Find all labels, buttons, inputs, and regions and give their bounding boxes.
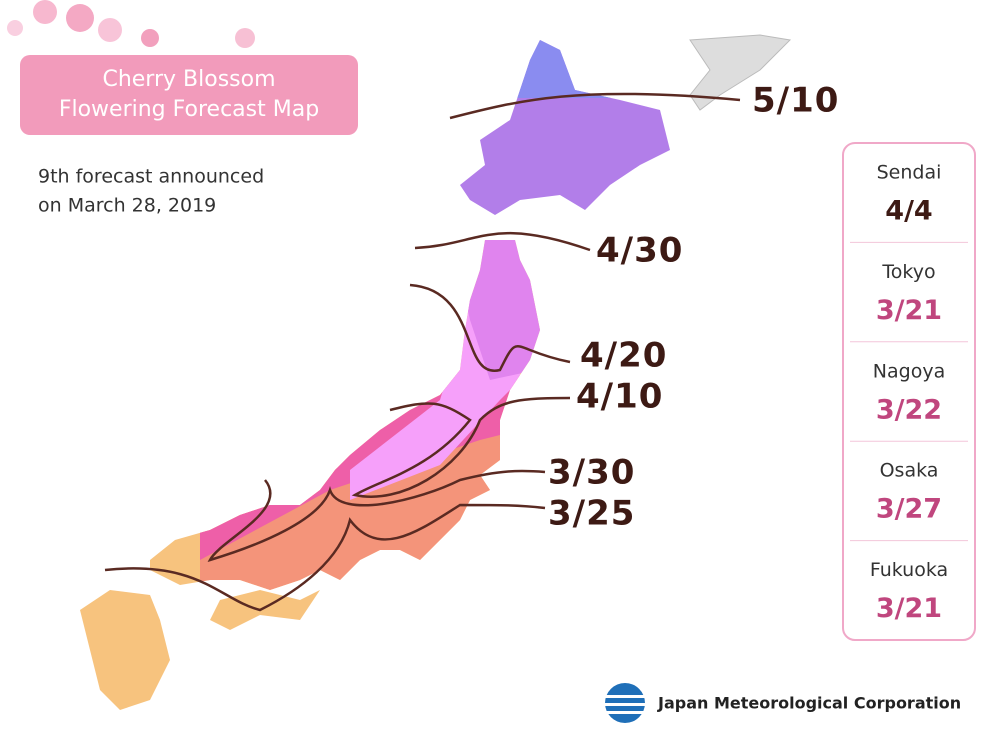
subtitle-line: on March 28, 2019 <box>38 195 216 217</box>
isoline-label: 4/30 <box>596 231 683 271</box>
isoline-label: 4/10 <box>576 377 663 417</box>
isoline <box>409 283 571 372</box>
kuril-islands <box>689 34 792 111</box>
city-name: Osaka <box>880 460 939 482</box>
title-box: Cherry Blossom Flowering Forecast Map <box>20 55 358 135</box>
isolines: 5/10 4/30 4/20 4/10 3/30 3/25 <box>104 81 839 612</box>
blossom-decoration <box>7 0 255 48</box>
title-background <box>20 55 358 135</box>
city-panel: Sendai 4/4 Tokyo 3/21 Nagoya 3/22 Osaka 3/27 Fuk… <box>842 142 976 641</box>
isoline <box>351 396 571 498</box>
isoline-label: 3/30 <box>548 453 635 493</box>
city-name: Nagoya <box>873 360 945 382</box>
isoline <box>414 232 591 252</box>
city-name: Tokyo <box>881 261 935 283</box>
city-name: Sendai <box>877 162 942 184</box>
subtitle-line: 9th forecast announced <box>38 166 264 188</box>
isoline <box>449 92 741 120</box>
isoline-label: 3/25 <box>548 494 635 534</box>
footer: Japan Meteorological Corporation <box>603 683 961 723</box>
honshu <box>150 240 540 590</box>
isoline-label: 5/10 <box>752 81 839 121</box>
city-panel-border <box>842 142 976 641</box>
title-line: Cherry Blossom <box>102 67 275 92</box>
organization: Japan Meteorological Corporation <box>657 694 961 713</box>
isoline <box>207 469 546 563</box>
title-line: Flowering Forecast Map <box>59 97 319 122</box>
kyushu <box>80 590 170 710</box>
city-date: 3/27 <box>876 494 942 525</box>
hokkaido <box>460 40 670 215</box>
city-date: 3/21 <box>876 593 942 624</box>
isoline <box>104 503 546 612</box>
city-date: 4/4 <box>885 196 932 227</box>
city-name: Fukuoka <box>870 559 948 581</box>
city-date: 3/22 <box>876 394 942 425</box>
city-date: 3/21 <box>876 295 942 326</box>
isoline-label: 4/20 <box>580 336 667 376</box>
